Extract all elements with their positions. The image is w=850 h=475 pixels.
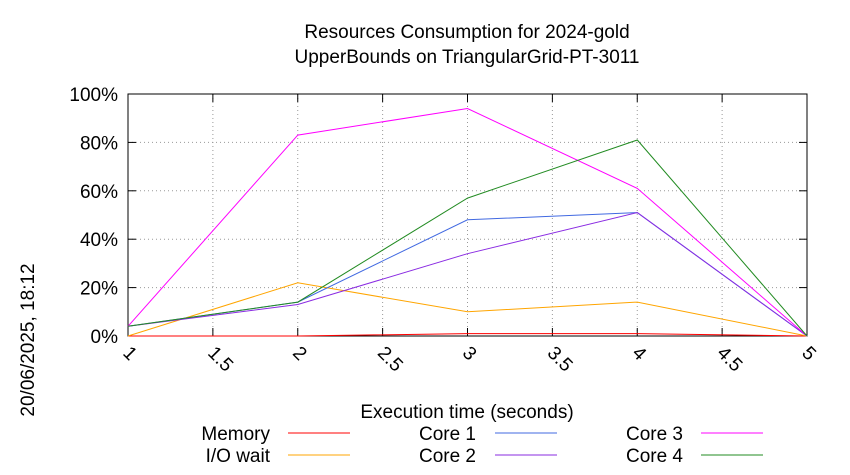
x-tick-label: 3.5 [543,343,577,377]
x-tick-label: 4 [628,343,651,366]
legend-label-core-2: Core 2 [419,446,476,467]
legend-label-i-o-wait: I/O wait [206,446,271,467]
y-tick-label: 100% [69,85,118,106]
x-tick-label: 1.5 [203,343,237,377]
legend-label-core-4: Core 4 [626,446,683,467]
y-axis-ticks: 0% 20% 40% 60% 80% 100% [69,85,807,348]
y-tick-label: 40% [80,230,118,251]
x-tick-label: 5 [797,343,819,365]
legend-label-memory: Memory [201,424,270,445]
series-line-memory [128,333,808,337]
x-tick-label: 2.5 [373,343,407,377]
series-line-core-4 [127,139,808,337]
y-tick-label: 60% [80,182,118,203]
legend-label-core-3: Core 3 [626,424,683,445]
grid-lines [128,94,807,336]
y-tick-label: 20% [80,279,118,300]
series-lines [127,107,808,337]
x-axis-label: Execution time (seconds) [360,402,573,423]
timestamp-label: 20/06/2025, 18:12 [18,263,39,416]
chart-title-line-1: Resources Consumption for 2024-gold [304,22,629,43]
x-tick-label: 3 [458,343,480,365]
y-tick-label: 80% [80,133,118,154]
legend-label-core-1: Core 1 [419,424,476,445]
x-tick-label: 4.5 [713,343,747,377]
series-line-core-2 [127,212,808,337]
x-tick-label: 2 [288,343,310,365]
x-tick-label: 1 [118,343,140,365]
y-tick-label: 0% [91,327,119,348]
chart-title-line-2: UpperBounds on TriangularGrid-PT-3011 [294,47,639,68]
series-line-core-3 [127,107,808,337]
series-line-i-o-wait [127,282,808,337]
